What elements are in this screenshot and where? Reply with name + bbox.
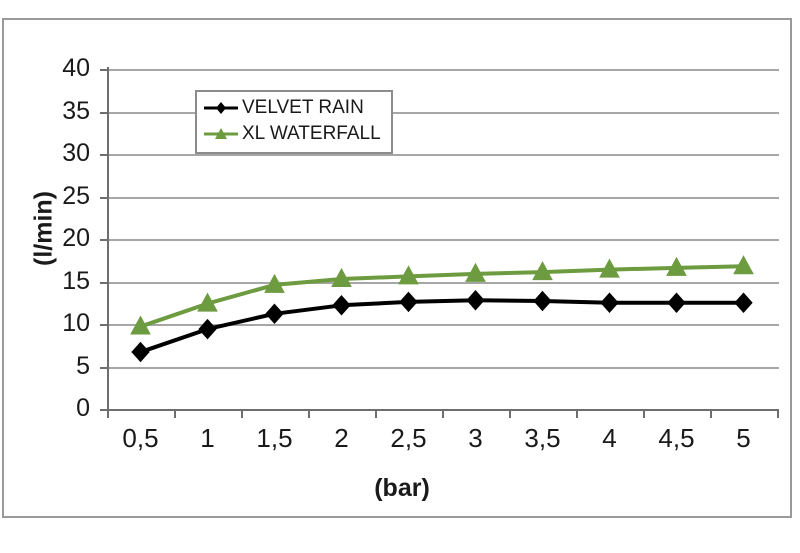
- data-point-0-4: [399, 291, 418, 313]
- data-point-0-0: [131, 341, 150, 363]
- y-axis-label-30: 30: [62, 139, 90, 167]
- data-point-1-5: [465, 262, 486, 282]
- legend-item-xl-waterfall: XL WATERFALL: [203, 121, 381, 147]
- data-point-0-2: [265, 303, 284, 325]
- gridline-20: [107, 239, 779, 241]
- data-point-1-6: [532, 261, 553, 281]
- x-axis-label-3-5: 3,5: [524, 423, 561, 453]
- x-axis-tick-6: [509, 409, 511, 418]
- y-axis-label-20: 20: [62, 224, 90, 252]
- x-axis-label-3: 3: [468, 423, 483, 453]
- legend-label-1: XL WATERFALL: [242, 123, 381, 144]
- x-axis-tick-10: [777, 409, 779, 418]
- data-point-0-8: [667, 292, 686, 313]
- series-line-1: [138, 264, 746, 329]
- x-axis-tick-9: [710, 409, 712, 418]
- y-axis-tick-30: [100, 154, 107, 156]
- legend-item-velvet-rain: VELVET RAIN: [203, 95, 381, 121]
- y-axis-tick-10: [100, 324, 107, 326]
- legend-label-0: VELVET RAIN: [242, 97, 364, 118]
- y-axis-tick-35: [100, 111, 107, 114]
- data-point-0-5: [466, 289, 485, 311]
- y-axis-tick-40: [100, 69, 107, 71]
- x-axis-label-2-5: 2,5: [390, 423, 427, 453]
- data-point-1-9: [733, 255, 754, 275]
- y-axis-label-5: 5: [76, 351, 90, 380]
- y-axis-tick-25: [100, 196, 107, 199]
- x-axis-tick-0: [107, 409, 109, 418]
- x-axis-label-4-5: 4,5: [658, 423, 695, 453]
- gridline-30: [107, 154, 779, 156]
- plot-area: [107, 69, 777, 409]
- y-axis-label-35: 35: [62, 96, 90, 125]
- gridline-35: [107, 111, 779, 114]
- triangle-marker-icon: [203, 125, 239, 143]
- y-axis-tick-5: [100, 366, 107, 369]
- chart-legend: VELVET RAIN XL WATERFALL: [195, 90, 393, 154]
- data-point-1-3: [331, 267, 352, 287]
- x-axis-tick-2: [241, 409, 243, 418]
- gridline-40: [107, 69, 779, 71]
- x-axis-title: (bar): [374, 474, 430, 502]
- series-velvet-rain: [131, 289, 753, 363]
- x-axis-tick-8: [643, 409, 645, 418]
- data-point-0-3: [332, 295, 351, 316]
- value-axis-line: [107, 67, 109, 411]
- data-point-0-7: [600, 292, 619, 313]
- y-axis-title: (l/min): [29, 191, 58, 266]
- y-axis-label-0: 0: [76, 394, 90, 422]
- data-point-0-9: [734, 292, 753, 313]
- y-axis-label-40: 40: [62, 54, 90, 82]
- gridline-10: [107, 324, 779, 326]
- data-point-0-6: [533, 290, 552, 312]
- data-point-1-2: [264, 273, 285, 293]
- x-axis-tick-5: [442, 409, 444, 418]
- data-point-0-1: [198, 318, 217, 340]
- gridline-15: [107, 281, 779, 284]
- series-layer: [130, 255, 754, 363]
- y-axis-tick-labels: 0 5 10 15 20 25 30 35 40: [38, 20, 90, 553]
- data-point-1-7: [599, 258, 620, 278]
- data-point-1-1: [197, 292, 218, 312]
- x-axis-label-1-5: 1,5: [256, 423, 293, 453]
- data-point-1-4: [398, 265, 419, 285]
- x-axis-label-2: 2: [334, 423, 349, 453]
- x-axis-label-1: 1: [200, 423, 215, 453]
- y-axis-label-10: 10: [62, 309, 90, 337]
- data-point-1-8: [666, 256, 687, 276]
- gridline-5: [107, 366, 779, 369]
- x-axis-label-4: 4: [602, 423, 617, 453]
- x-axis-tick-7: [576, 409, 578, 418]
- chart-frame: 0 5 10 15 20 25 30 35 40 (l/min) 0,5 1 1,5 2 2,5 3 3,5…: [2, 18, 792, 518]
- gridline-25: [107, 196, 779, 199]
- diamond-marker-icon: [203, 99, 239, 117]
- x-axis-label-5: 5: [736, 423, 751, 453]
- x-axis-tick-3: [308, 409, 310, 418]
- x-axis-tick-4: [375, 409, 377, 418]
- x-axis-tick-1: [174, 409, 176, 418]
- series-line-0: [138, 298, 746, 355]
- y-axis-tick-20: [100, 239, 107, 241]
- data-point-1-0: [130, 315, 151, 335]
- y-axis-label-15: 15: [62, 266, 90, 295]
- series-xl-waterfall: [130, 255, 754, 335]
- x-axis-label-0-5: 0,5: [122, 423, 159, 453]
- y-axis-tick-0: [100, 409, 107, 411]
- y-axis-tick-15: [100, 281, 107, 284]
- y-axis-label-25: 25: [62, 181, 90, 210]
- chart-screenshot: 0 5 10 15 20 25 30 35 40 (l/min) 0,5 1 1,5 2 2,5 3 3,5…: [2, 18, 792, 518]
